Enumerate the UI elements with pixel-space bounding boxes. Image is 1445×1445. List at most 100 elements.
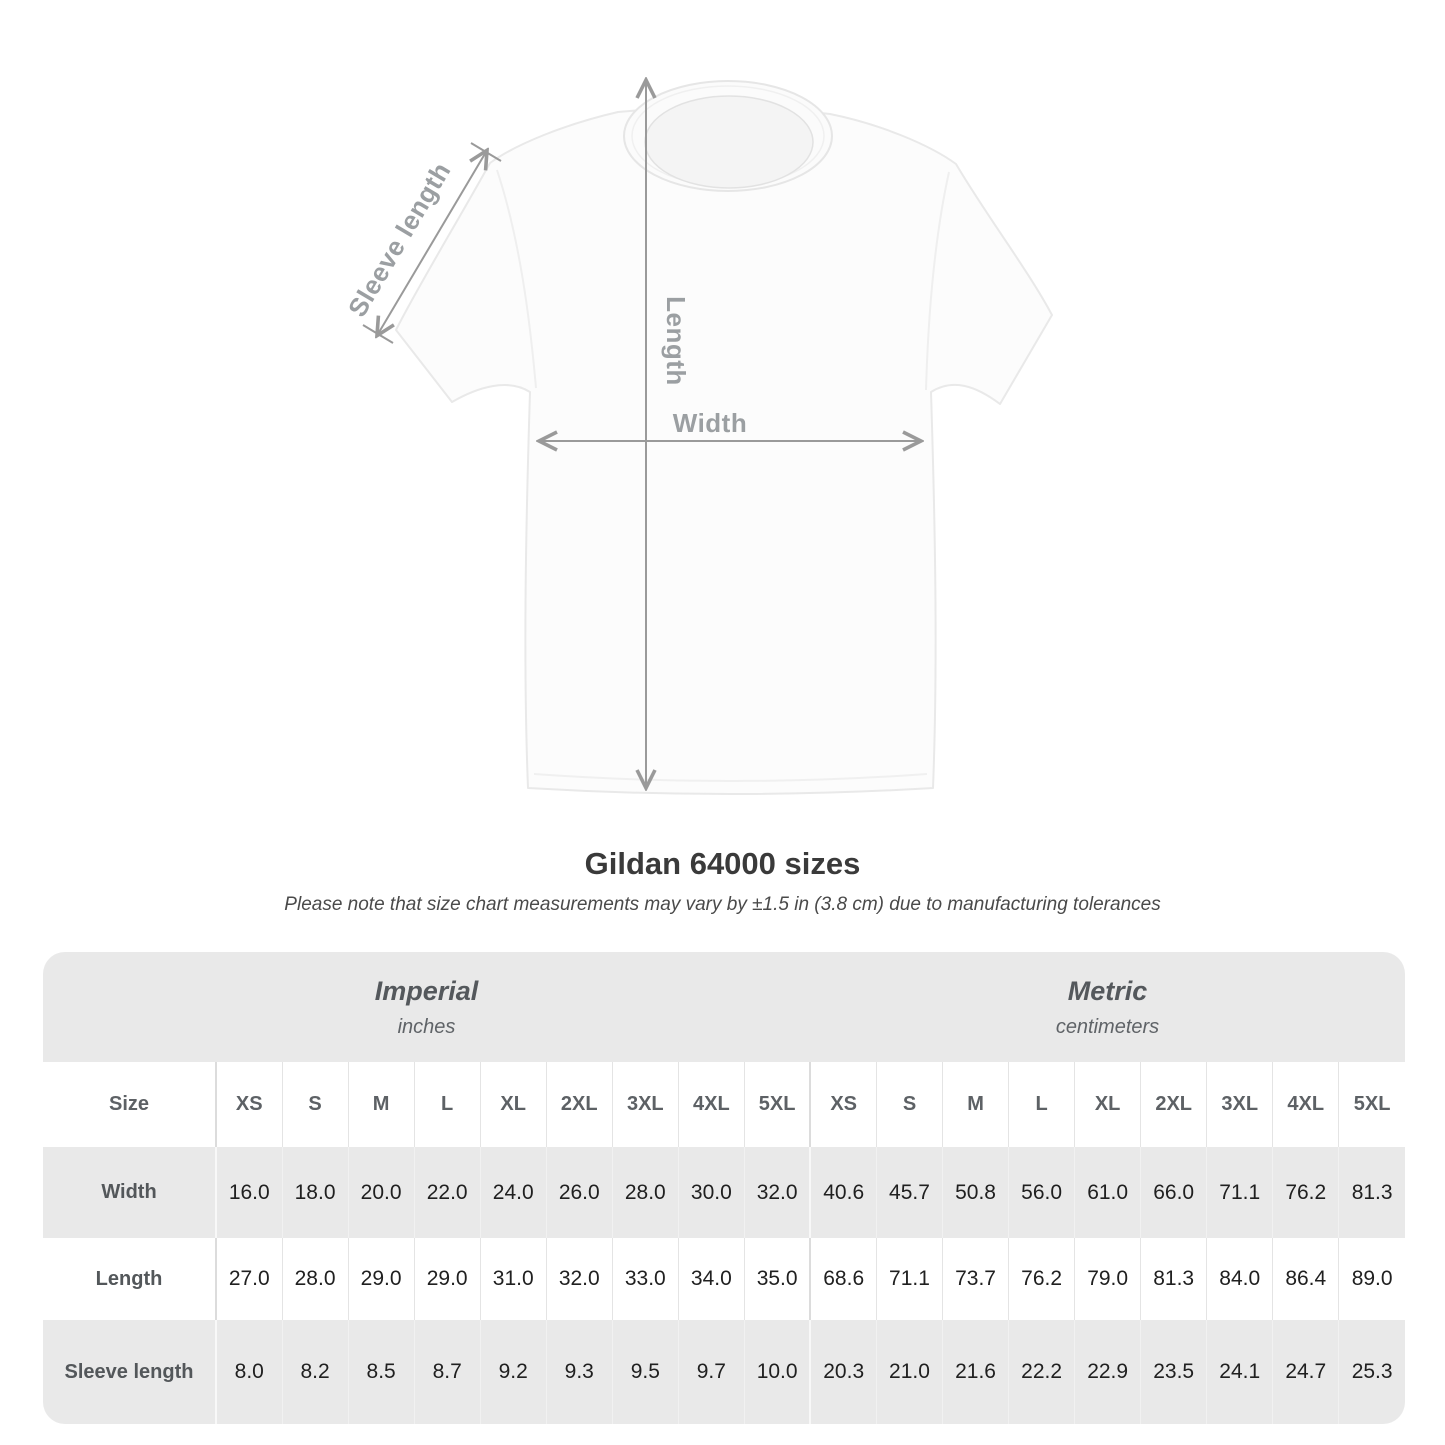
value-cell: 81.3	[1140, 1238, 1207, 1320]
value-cell: 25.3	[1338, 1320, 1405, 1424]
size-header-cell: L	[1008, 1062, 1075, 1147]
value-cell: 8.5	[347, 1320, 415, 1424]
size-header-cell: S	[281, 1062, 349, 1147]
value-cell: 8.7	[413, 1320, 481, 1424]
size-header-cell: L	[413, 1062, 481, 1147]
page-title: Gildan 64000 sizes	[584, 846, 861, 881]
tshirt-figure-svg: Sleeve length Length Width	[342, 0, 1053, 795]
value-cell: 79.0	[1074, 1238, 1141, 1320]
value-cell: 9.5	[611, 1320, 679, 1424]
value-cell: 89.0	[1338, 1238, 1405, 1320]
value-cell: 9.2	[479, 1320, 547, 1424]
left-sleeve-seam	[496, 169, 537, 389]
length-row: Length 27.0 28.0 29.0 29.0 31.0 32.0 33.…	[43, 1238, 1405, 1320]
sleeve-length-arrow	[362, 142, 502, 344]
value-cell: 86.4	[1272, 1238, 1339, 1320]
size-header-cell: 3XL	[611, 1062, 679, 1147]
size-header-cell: 2XL	[1140, 1062, 1207, 1147]
value-cell: 84.0	[1206, 1238, 1273, 1320]
value-cell: 8.2	[281, 1320, 349, 1424]
value-cell: 50.8	[942, 1147, 1009, 1238]
size-header-cell: M	[347, 1062, 415, 1147]
size-table: Imperial inches Metric centimeters Size …	[43, 952, 1405, 1424]
imperial-sublabel: inches	[397, 1015, 456, 1038]
size-header-cell: M	[942, 1062, 1009, 1147]
metric-unit-group: Metric centimeters	[810, 952, 1405, 1062]
size-header-row: Size XS S M L XL 2XL 3XL 4XL 5XL XS S M …	[43, 1062, 1405, 1147]
value-cell: 35.0	[743, 1238, 811, 1320]
value-cell: 24.1	[1206, 1320, 1273, 1424]
size-header-cell: XL	[1074, 1062, 1141, 1147]
tshirt-body	[395, 106, 1053, 795]
value-cell: 22.2	[1008, 1320, 1075, 1424]
value-cell: 16.0	[214, 1147, 283, 1238]
imperial-unit-group: Imperial inches	[43, 952, 810, 1062]
value-cell: 71.1	[875, 1238, 943, 1320]
size-header-cell: 3XL	[1206, 1062, 1273, 1147]
width-label: Width	[673, 408, 747, 438]
tshirt-collar-inner	[644, 95, 814, 189]
size-header-cell: XS	[809, 1062, 877, 1147]
size-header-cell: S	[875, 1062, 943, 1147]
value-cell: 33.0	[611, 1238, 679, 1320]
value-cell: 29.0	[347, 1238, 415, 1320]
row-label: Length	[95, 1267, 163, 1290]
width-row: Width 16.0 18.0 20.0 22.0 24.0 26.0 28.0…	[43, 1147, 1405, 1238]
hem-stitch	[533, 773, 928, 782]
imperial-label: Imperial	[374, 975, 479, 1006]
size-header-cell: XS	[214, 1062, 283, 1147]
value-cell: 45.7	[875, 1147, 943, 1238]
value-cell: 27.0	[214, 1238, 283, 1320]
size-header-cell: 5XL	[743, 1062, 811, 1147]
value-cell: 18.0	[281, 1147, 349, 1238]
value-cell: 76.2	[1272, 1147, 1339, 1238]
value-cell: 26.0	[545, 1147, 613, 1238]
value-cell: 56.0	[1008, 1147, 1075, 1238]
value-cell: 31.0	[479, 1238, 547, 1320]
value-cell: 71.1	[1206, 1147, 1273, 1238]
value-cell: 20.3	[809, 1320, 877, 1424]
value-cell: 10.0	[743, 1320, 811, 1424]
value-cell: 22.0	[413, 1147, 481, 1238]
sleeve-length-row: Sleeve length 8.0 8.2 8.5 8.7 9.2 9.3 9.…	[43, 1320, 1405, 1424]
value-cell: 20.0	[347, 1147, 415, 1238]
value-cell: 24.0	[479, 1147, 547, 1238]
value-cell: 9.3	[545, 1320, 613, 1424]
value-cell: 81.3	[1338, 1147, 1405, 1238]
size-header-cell: 4XL	[1272, 1062, 1339, 1147]
metric-sublabel: centimeters	[1055, 1015, 1160, 1038]
size-header-cell: 4XL	[677, 1062, 745, 1147]
value-cell: 8.0	[214, 1320, 283, 1424]
row-label: Sleeve length	[64, 1360, 194, 1383]
value-cell: 76.2	[1008, 1238, 1075, 1320]
size-header-cell: 5XL	[1338, 1062, 1405, 1147]
row-label: Width	[101, 1181, 157, 1203]
size-header-cell: XL	[479, 1062, 547, 1147]
value-cell: 61.0	[1074, 1147, 1141, 1238]
right-sleeve-seam	[925, 171, 950, 391]
value-cell: 66.0	[1140, 1147, 1207, 1238]
value-cell: 32.0	[743, 1147, 811, 1238]
value-cell: 32.0	[545, 1238, 613, 1320]
length-label: Length	[661, 296, 691, 386]
tolerance-note: Please note that size chart measurements…	[284, 894, 1161, 915]
value-cell: 24.7	[1272, 1320, 1339, 1424]
value-cell: 22.9	[1074, 1320, 1141, 1424]
value-cell: 40.6	[809, 1147, 877, 1238]
metric-label: Metric	[1067, 975, 1148, 1006]
value-cell: 28.0	[611, 1147, 679, 1238]
value-cell: 68.6	[809, 1238, 877, 1320]
unit-header-band: Imperial inches Metric centimeters	[43, 952, 1405, 1062]
value-cell: 29.0	[413, 1238, 481, 1320]
size-header-cell: 2XL	[545, 1062, 613, 1147]
value-cell: 28.0	[281, 1238, 349, 1320]
sleeve-start-tick	[362, 324, 394, 344]
size-row-label: Size	[108, 1093, 150, 1115]
value-cell: 73.7	[942, 1238, 1009, 1320]
value-cell: 34.0	[677, 1238, 745, 1320]
value-cell: 30.0	[677, 1147, 745, 1238]
sleeve-end-tick	[470, 142, 502, 162]
measurements-table: Size XS S M L XL 2XL 3XL 4XL 5XL XS S M …	[43, 1062, 1405, 1424]
value-cell: 21.6	[942, 1320, 1009, 1424]
